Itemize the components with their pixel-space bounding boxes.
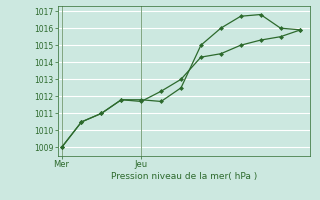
- X-axis label: Pression niveau de la mer( hPa ): Pression niveau de la mer( hPa ): [111, 172, 257, 181]
